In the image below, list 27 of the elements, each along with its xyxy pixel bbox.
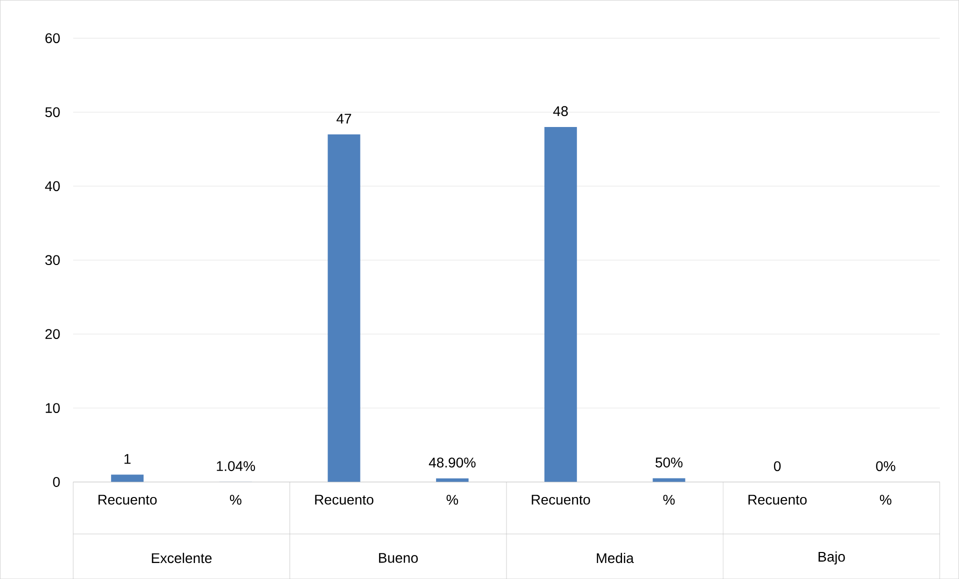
x-tick-label: % bbox=[446, 494, 458, 505]
y-tick-label: 60 bbox=[45, 33, 60, 44]
y-tick-label: 0 bbox=[53, 476, 60, 487]
data-label: 1.04% bbox=[216, 461, 256, 471]
y-tick-label: 40 bbox=[45, 181, 60, 192]
x-tick-label: Recuento bbox=[315, 494, 374, 505]
data-label: 47 bbox=[336, 114, 352, 124]
text: Excelente bbox=[152, 552, 212, 564]
data-label: 50% bbox=[656, 457, 682, 468]
data-label: 0 bbox=[774, 461, 781, 472]
x-tick-label: % bbox=[230, 494, 242, 505]
data-label: 1 bbox=[124, 454, 131, 464]
x-tick-label: Recuento bbox=[532, 494, 590, 505]
y-tick-label: 30 bbox=[45, 255, 60, 265]
data-label: 48 bbox=[553, 106, 568, 116]
x-tick-label: Recuento bbox=[98, 494, 157, 505]
y-tick-label: 20 bbox=[45, 329, 60, 339]
y-tick-label: 10 bbox=[46, 402, 60, 413]
y-tick-label: 50 bbox=[45, 107, 60, 118]
x-tick-label: % bbox=[663, 494, 675, 505]
data-label: 0% bbox=[876, 461, 896, 472]
x-tick-label: Recuento bbox=[748, 494, 807, 505]
x-tick-label: % bbox=[880, 494, 892, 505]
text: Bueno bbox=[379, 553, 418, 563]
text: Bajo bbox=[818, 551, 845, 564]
data-label: 48.90% bbox=[428, 458, 476, 468]
text: Media bbox=[596, 552, 634, 564]
